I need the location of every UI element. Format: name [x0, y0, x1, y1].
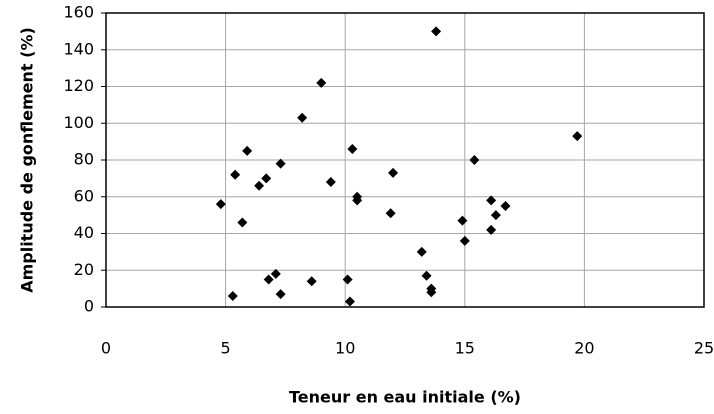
data-point [385, 208, 396, 219]
data-point [270, 268, 281, 279]
data-point [500, 200, 511, 211]
data-point [275, 158, 286, 169]
plot-border [105, 12, 705, 308]
data-point [416, 246, 427, 257]
data-point [227, 290, 238, 301]
data-point [572, 131, 583, 142]
x-tick-label: 15 [455, 339, 475, 358]
data-point [486, 195, 497, 206]
data-point [347, 143, 358, 154]
data-point [237, 217, 248, 228]
data-point [316, 77, 327, 88]
data-point [242, 145, 253, 156]
data-point [469, 155, 480, 165]
x-tick-label: 5 [221, 339, 231, 358]
data-point [297, 112, 308, 123]
x-tick-label: 20 [574, 339, 594, 358]
y-tick-label: 60 [74, 186, 94, 205]
y-tick-label: 100 [63, 113, 94, 132]
data-point [459, 235, 470, 246]
data-point [263, 274, 274, 285]
x-tick-label: 0 [101, 339, 111, 358]
data-point [426, 283, 437, 294]
y-tick-label: 20 [74, 260, 94, 279]
y-tick-label: 120 [63, 76, 94, 95]
data-point [325, 177, 336, 188]
data-point [490, 210, 501, 221]
y-tick-label: 80 [74, 150, 94, 169]
data-point [215, 199, 226, 210]
data-point [230, 169, 241, 180]
data-point [344, 296, 355, 307]
data-point [306, 276, 317, 287]
x-tick-label: 25 [694, 339, 714, 358]
data-point [388, 167, 399, 178]
data-point [421, 270, 432, 281]
x-axis-title: Teneur en eau initiale (%) [289, 388, 521, 407]
data-point [486, 224, 497, 235]
data-point [457, 215, 468, 226]
y-tick-label: 0 [84, 297, 94, 316]
data-point [342, 274, 353, 285]
y-axis-title: Amplitude de gonflement (%) [18, 27, 37, 293]
data-point [431, 26, 442, 37]
data-point [254, 180, 265, 191]
y-tick-label: 140 [63, 39, 94, 58]
y-tick-label: 40 [74, 223, 94, 242]
x-tick-label: 10 [335, 339, 355, 358]
data-point [352, 195, 363, 206]
y-tick-label: 160 [63, 3, 94, 22]
data-point [275, 289, 286, 300]
data-point [261, 173, 272, 184]
